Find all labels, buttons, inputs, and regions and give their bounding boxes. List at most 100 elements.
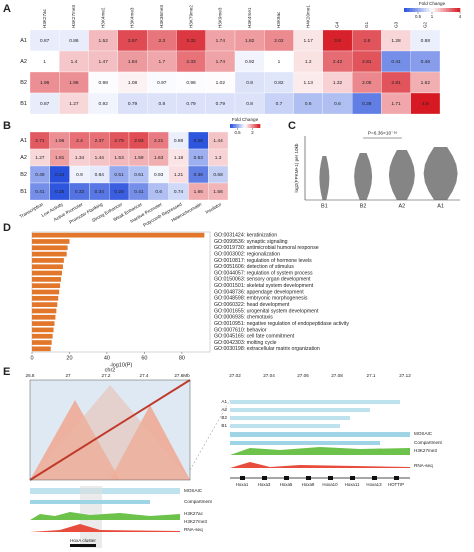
coord-label: 27.02 (229, 373, 241, 378)
column-label: Transcription (19, 201, 45, 219)
colorbar-swatch (258, 124, 261, 128)
colorbar-swatch (239, 124, 241, 128)
cell-label: 2.42 (333, 59, 343, 65)
cell-label: 1.74 (216, 38, 226, 44)
cell-label: 2.4 (76, 138, 83, 144)
column-label: Insulator (204, 201, 222, 214)
cell-label: 0.8 (246, 101, 253, 107)
column-label: H3K79me2 (188, 5, 193, 28)
colorbar-swatch (246, 124, 249, 128)
colorbar-title: Fold Change (419, 1, 446, 6)
cell-label: 0.6 (155, 189, 162, 195)
row-label: A1 (20, 138, 27, 144)
cell-label: 0.68 (213, 172, 223, 178)
cell-label: 0.28 (114, 189, 124, 195)
coord-label: 26.8 (26, 373, 35, 378)
cell-label: 1.96 (55, 138, 65, 144)
colorbar-swatch (423, 8, 427, 12)
colorbar-swatch (420, 8, 424, 12)
cell-label: 1.44 (213, 138, 223, 144)
track-label: Compartment (414, 440, 443, 445)
cell-label: 0.88 (174, 138, 184, 144)
gene (240, 476, 245, 480)
cell-label: 1.27 (35, 155, 45, 161)
x-tick-label: A2 (399, 203, 406, 209)
gene-label: Hoxa3 (258, 482, 271, 487)
cell-label: 2.37 (95, 138, 105, 144)
cell-label: 0.92 (99, 101, 109, 107)
cell-label: 0.92 (245, 59, 255, 65)
colorbar-swatch (432, 8, 436, 12)
x-tick-label: B2 (360, 203, 367, 209)
colorbar-tick-label: 2 (251, 130, 254, 135)
go-term-label: GO:0060322: head development (214, 302, 290, 308)
colorbar-swatch (446, 8, 450, 12)
go-term-label: GO:0001501: skeletal system development (214, 283, 314, 289)
cell-label: 2.3 (158, 38, 165, 44)
chrom-label: chr2 (105, 367, 116, 373)
cell-label: 0.36 (194, 172, 204, 178)
bar (32, 289, 60, 295)
bar (32, 327, 54, 333)
cell-label: 0.61 (134, 172, 144, 178)
gene (350, 476, 355, 480)
x-tick-label: 80 (179, 355, 185, 361)
cell-label: 0.79 (128, 101, 138, 107)
cell-label: 0.79 (186, 101, 196, 107)
row-label: A2 (20, 59, 27, 65)
bar (32, 245, 68, 251)
colorbar-swatch (248, 124, 250, 128)
colorbar-swatch (409, 8, 413, 12)
cell-label: 0.9 (76, 172, 83, 178)
colorbar-swatch (437, 8, 441, 12)
y-axis-label: log2(FPKM+1) per 10kb (294, 143, 299, 192)
bar (32, 346, 51, 352)
gene-label: Hoxa13 (366, 482, 382, 487)
cell-label: 0.26 (194, 138, 204, 144)
gene-label: Hoxa10 (322, 482, 338, 487)
go-term-label: GO:0030198: extracellular matrix organiz… (214, 346, 320, 352)
colorbar-swatch (236, 124, 238, 128)
bar (32, 302, 58, 307)
coord-label: 27.08 (331, 373, 343, 378)
bar (32, 321, 55, 326)
cell-label: 0.41 (35, 189, 45, 195)
go-term-label: GO:0150063: sensory organ development (214, 277, 311, 283)
colorbar-swatch (249, 124, 252, 128)
track-label: H3K27ac (184, 511, 204, 516)
cell-label: 1.59 (134, 155, 144, 161)
coord-label: 27 (65, 373, 71, 378)
gene-label: Hoxa1 (236, 482, 249, 487)
cell-label: 1.53 (114, 155, 124, 161)
x-tick-label: 60 (141, 355, 147, 361)
bar (32, 251, 67, 257)
bar (32, 264, 63, 270)
cell-label: 3.32 (186, 38, 196, 44)
colorbar-swatch (254, 124, 256, 128)
track-label: H3K27me3 (414, 448, 437, 453)
gene-label: Hoxa5 (280, 482, 293, 487)
coord-label: 27.6Mb (174, 373, 190, 378)
cell-label: 0.87 (40, 38, 50, 44)
cell-label: 0.6 (334, 101, 341, 107)
cell-label: 0.7 (276, 101, 283, 107)
colorbar-swatch (242, 124, 244, 128)
colorbar-tick-label: 1 (431, 14, 434, 19)
column-label: H4K20me1 (305, 5, 310, 28)
colorbar-title: Fold Change (232, 117, 259, 122)
colorbar-swatch (454, 8, 458, 12)
row-label: A2 (20, 155, 27, 161)
colorbar-swatch (257, 124, 259, 128)
column-label: H3K36me3 (159, 5, 164, 28)
cell-label: 0.79 (216, 101, 226, 107)
cell-label: 0.6 (305, 101, 312, 107)
column-label: G2 (423, 21, 428, 28)
violin (423, 147, 458, 200)
bar (32, 270, 62, 276)
cell-label: 1.62 (421, 80, 431, 86)
panel-letter: C (288, 120, 296, 132)
cell-label: 1.32 (333, 80, 343, 86)
annotation: P=6.36×10⁻¹⁶ (368, 130, 398, 136)
right-tracks-bg (189, 399, 410, 479)
go-term-label: GO:0031424: keratinization (214, 233, 277, 239)
